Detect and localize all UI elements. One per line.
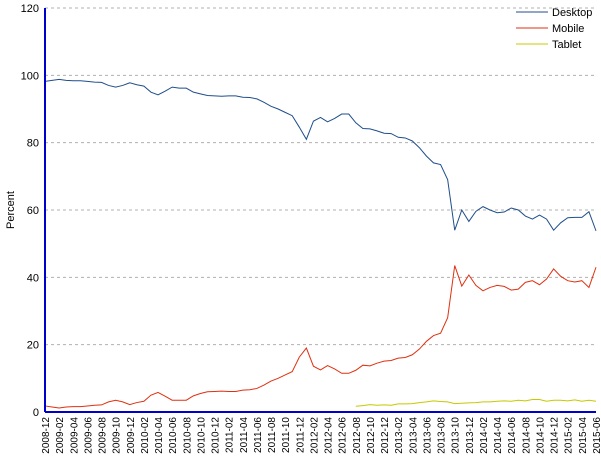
x-tick-label: 2011-12	[295, 417, 306, 453]
axes	[44, 8, 596, 413]
y-tick-label: 20	[27, 340, 39, 352]
x-tick-label: 2011-06	[253, 417, 264, 453]
series-lines	[44, 78, 597, 409]
x-tick-label: 2009-08	[98, 417, 109, 454]
x-tick-label: 2012-10	[366, 417, 377, 454]
x-tick-label: 2012-08	[352, 417, 363, 454]
y-tick-label: 40	[27, 272, 39, 284]
x-tick-label: 2011-08	[267, 417, 278, 453]
x-tick-label: 2010-02	[140, 417, 151, 454]
x-tick-label: 2013-10	[451, 417, 462, 454]
x-tick-label: 2011-02	[225, 417, 236, 453]
gridlines	[45, 7, 596, 346]
x-tick-label: 2010-04	[154, 417, 165, 454]
x-tick-label: 2013-02	[394, 417, 405, 454]
x-tick-label: 2010-12	[211, 417, 222, 454]
legend-label-tablet: Tablet	[552, 39, 581, 51]
x-tick-label: 2009-10	[112, 417, 123, 454]
y-axis-label: Percent	[5, 191, 17, 229]
legend-label-desktop: Desktop	[552, 7, 592, 19]
x-tick-label: 2009-02	[55, 417, 66, 454]
x-tick-label: 2014-06	[507, 417, 518, 454]
y-tick-label: 120	[21, 3, 39, 15]
x-tick-label: 2010-06	[168, 417, 179, 454]
x-tick-label: 2014-10	[535, 417, 546, 454]
x-tick-label: 2009-06	[83, 417, 94, 454]
x-tick-label: 2015-06	[592, 417, 601, 454]
x-tick-label: 2015-02	[564, 417, 575, 454]
x-tick-label: 2008-12	[41, 417, 52, 454]
x-tick-label: 2009-04	[69, 417, 80, 454]
x-tick-label: 2014-04	[493, 417, 504, 454]
x-tick-label: 2009-12	[126, 417, 137, 454]
x-tick-label: 2010-10	[196, 417, 207, 454]
x-tick-label: 2012-12	[380, 417, 391, 454]
series-line-tablet	[355, 399, 597, 407]
x-tick-label: 2011-10	[281, 417, 292, 453]
x-tick-labels: 2008-12 2009-02 2009-04 2009-06 2009-08 2009-…	[41, 417, 601, 454]
x-tick-label: 2014-08	[521, 417, 532, 454]
x-tick-label: 2012-06	[338, 417, 349, 454]
x-tick-label: 2013-08	[437, 417, 448, 454]
x-tick-label: 2015-04	[578, 417, 589, 454]
legend: Desktop Mobile Tablet	[516, 7, 592, 51]
series-line-mobile	[44, 265, 597, 409]
y-tick-label: 100	[21, 70, 39, 82]
y-tick-label: 60	[27, 205, 39, 217]
x-tick-label: 2014-02	[479, 417, 490, 454]
x-tick-label: 2011-04	[239, 417, 250, 453]
y-tick-labels: 0 20 40 60 80 100 120	[21, 3, 39, 419]
x-tick-label: 2010-08	[182, 417, 193, 454]
x-tick-label: 2013-04	[408, 417, 419, 454]
x-tick-label: 2014-12	[550, 417, 561, 454]
x-tick-label: 2012-04	[324, 417, 335, 454]
series-line-desktop	[44, 78, 597, 232]
x-tick-label: 2012-02	[309, 417, 320, 454]
legend-label-mobile: Mobile	[552, 23, 584, 35]
y-tick-label: 0	[33, 407, 39, 419]
y-tick-label: 80	[27, 138, 39, 150]
x-tick-label: 2013-12	[465, 417, 476, 454]
x-tick-label: 2013-06	[422, 417, 433, 454]
